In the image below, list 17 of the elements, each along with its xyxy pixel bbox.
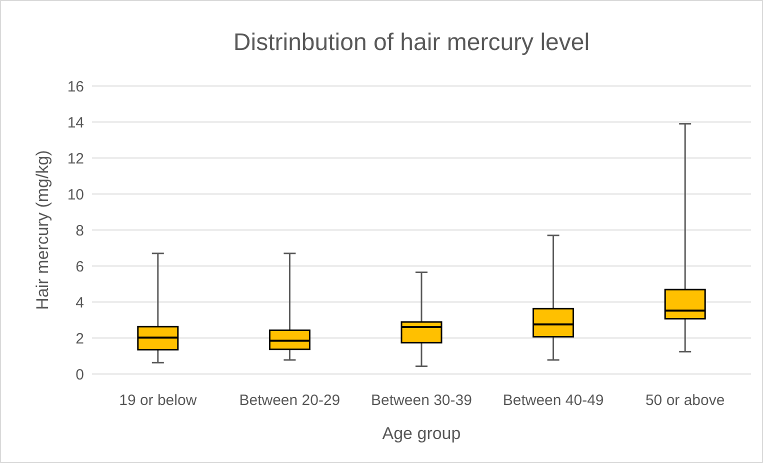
y-tick-label: 0: [76, 366, 84, 384]
y-tick-label: 8: [76, 222, 84, 240]
y-tick-label: 12: [67, 150, 84, 168]
y-tick-label: 6: [76, 258, 84, 276]
y-tick-label: 4: [76, 294, 84, 312]
y-tick-label: 16: [67, 78, 84, 96]
y-tick-label: 2: [76, 330, 84, 348]
x-tick-label: Between 20-29: [239, 392, 340, 409]
x-axis-title: Age group: [382, 424, 461, 443]
chart-title: Distrinbution of hair mercury level: [233, 29, 590, 56]
y-tick-label: 10: [67, 186, 84, 204]
y-axis-title: Hair mercury (mg/kg): [33, 150, 52, 310]
x-tick-label: Between 40-49: [502, 392, 604, 409]
x-tick-label: 19 or below: [119, 392, 197, 409]
x-tick-label: 50 or above: [645, 392, 725, 409]
y-tick-label: 14: [67, 114, 84, 132]
x-tick-label: Between 30-39: [371, 392, 472, 409]
